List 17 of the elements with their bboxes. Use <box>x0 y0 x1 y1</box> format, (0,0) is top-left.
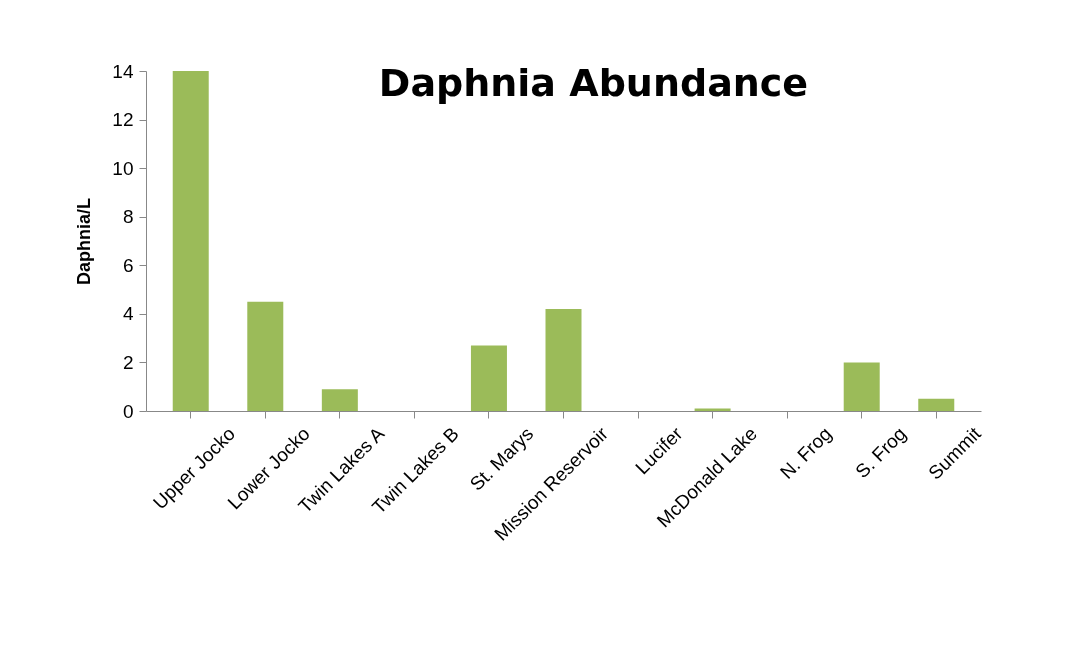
bar <box>545 309 582 411</box>
y-tick-label: 6 <box>122 254 134 276</box>
y-tick-label: 8 <box>122 206 134 228</box>
bar <box>843 362 880 411</box>
bar <box>247 301 284 411</box>
y-tick-label: 4 <box>122 303 134 325</box>
y-tick-label: 12 <box>112 109 134 131</box>
y-axis-title: Daphnia/L <box>74 197 95 286</box>
y-tick-label: 2 <box>122 351 134 373</box>
chart-title: Daphnia Abundance <box>378 61 809 105</box>
bar <box>470 345 507 411</box>
y-tick-label: 10 <box>112 157 134 179</box>
y-tick-label: 0 <box>122 400 134 422</box>
bar <box>321 389 358 411</box>
bar <box>918 398 955 411</box>
bar <box>172 71 209 411</box>
y-tick-label: 14 <box>112 60 134 82</box>
